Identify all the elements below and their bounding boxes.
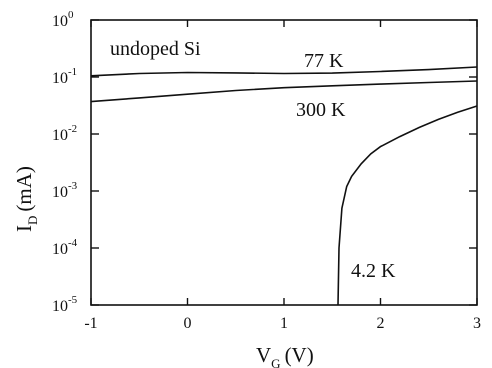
annotation-77k: 77 K: [304, 50, 344, 72]
y-axis-title: ID (mA): [12, 166, 40, 232]
series-line-4-2-k: [337, 105, 478, 306]
x-tick-label: 1: [280, 315, 288, 332]
y-axis-title-sub: D: [25, 216, 40, 225]
axes: -1 0 1 2 3 100 10-1 10-2 10-3 10-4 10-5: [52, 9, 481, 332]
x-tick-label: 3: [473, 315, 481, 332]
x-tick-label: 2: [377, 315, 385, 332]
x-tick-label: 0: [184, 315, 192, 332]
series-layer: [90, 66, 478, 306]
series-line-77-k: [90, 66, 478, 77]
y-tick-label: 10-4: [52, 237, 78, 258]
x-tick-label: -1: [84, 315, 97, 332]
y-tick-label: 10-3: [52, 180, 78, 201]
y-tick-label: 100: [52, 9, 74, 30]
annotation-300k: 300 K: [296, 99, 346, 121]
svg-text:VG(V): VG (V): [256, 343, 314, 368]
annotation-sample: undoped Si: [110, 38, 201, 60]
x-axis-title-sub: G: [271, 356, 280, 368]
annotation-4k: 4.2 K: [351, 260, 396, 282]
y-axis-title-unit: (mA): [12, 166, 36, 212]
y-tick-label: 10-5: [52, 294, 78, 315]
x-axis-title: VG (V): [256, 343, 314, 368]
y-tick-label: 10-2: [52, 123, 77, 144]
series-line-300-k: [90, 80, 478, 103]
svg-text:ID(mA): ID (mA): [12, 166, 40, 232]
y-axis-title-main: I: [12, 225, 36, 232]
plot-frame: [90, 19, 478, 306]
x-axis-title-unit: (V): [285, 343, 314, 367]
x-axis-title-main: V: [256, 343, 271, 367]
y-tick-label: 10-1: [52, 66, 77, 87]
